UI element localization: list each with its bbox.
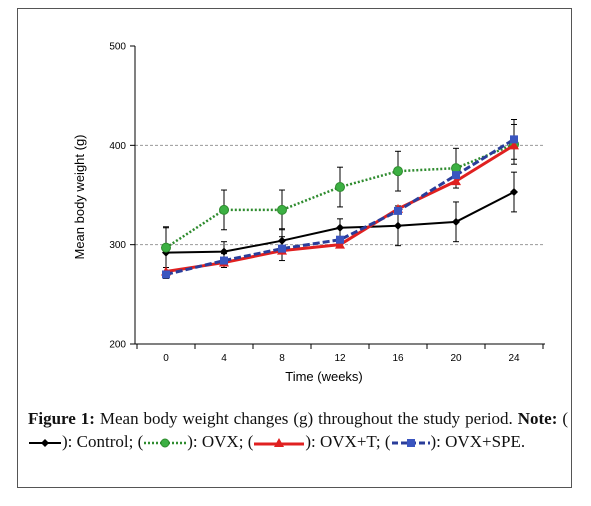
error-bars-ovx-spe	[221, 119, 517, 269]
legend-symbol-ovx-spe	[391, 439, 430, 448]
figure-label: Figure 1:	[28, 409, 95, 428]
y-axis-title: Mean body weight (g)	[72, 134, 87, 259]
x-tick-label: 24	[508, 353, 520, 364]
caption-text: Mean body weight changes (g) throughout …	[94, 409, 518, 428]
data-point	[220, 247, 228, 256]
figure-caption: Figure 1: Mean body weight changes (g) t…	[28, 407, 568, 453]
x-tick-label: 4	[221, 353, 227, 364]
data-point	[510, 188, 518, 197]
data-point	[394, 221, 402, 230]
data-point	[336, 235, 344, 244]
y-tick-label: 400	[109, 141, 126, 152]
x-tick-label: 12	[334, 353, 346, 364]
data-point	[394, 206, 402, 215]
data-point	[393, 166, 403, 177]
y-tick-label: 500	[109, 42, 126, 53]
y-tick-label: 300	[109, 240, 126, 251]
series-ovx-spe	[162, 135, 518, 279]
data-point	[278, 244, 286, 253]
data-point	[277, 204, 287, 215]
note-label: Note:	[517, 409, 558, 428]
data-point	[451, 176, 461, 186]
series-ovx-t	[161, 140, 519, 276]
data-point	[336, 223, 344, 232]
data-point	[452, 171, 460, 180]
data-point	[509, 140, 519, 150]
data-point	[162, 270, 170, 279]
legend-symbol-control	[29, 439, 61, 448]
data-point	[510, 135, 518, 144]
data-point	[335, 182, 345, 193]
legend-item-control: (): Control;	[28, 409, 568, 451]
x-axis-title: Time (weeks)	[285, 369, 363, 384]
x-tick-label: 0	[163, 353, 169, 364]
data-point	[335, 239, 345, 249]
body-weight-line-chart: 200 300 400 500 0 4 8 12 16 20 24 Time (weeks) Mea…	[72, 42, 545, 384]
legend-item-ovx: (): OVX;	[133, 432, 244, 451]
x-tick-label: 8	[279, 353, 285, 364]
data-point	[219, 204, 229, 215]
legend-item-ovx-spe: (): OVX+SPE.	[380, 432, 526, 451]
x-tick-label: 20	[450, 353, 462, 364]
data-point	[220, 256, 228, 265]
legend-symbol-ovx-t	[254, 438, 305, 448]
data-point	[278, 236, 286, 245]
legend-symbol-ovx	[144, 438, 187, 448]
y-tick-label: 200	[109, 340, 126, 351]
legend-item-ovx-t: (): OVX+T;	[243, 432, 381, 451]
data-point	[452, 217, 460, 226]
figure-frame: 200 300 400 500 0 4 8 12 16 20 24 Time (weeks) Mea…	[17, 8, 572, 488]
data-point	[161, 242, 171, 253]
x-tick-label: 16	[392, 353, 404, 364]
